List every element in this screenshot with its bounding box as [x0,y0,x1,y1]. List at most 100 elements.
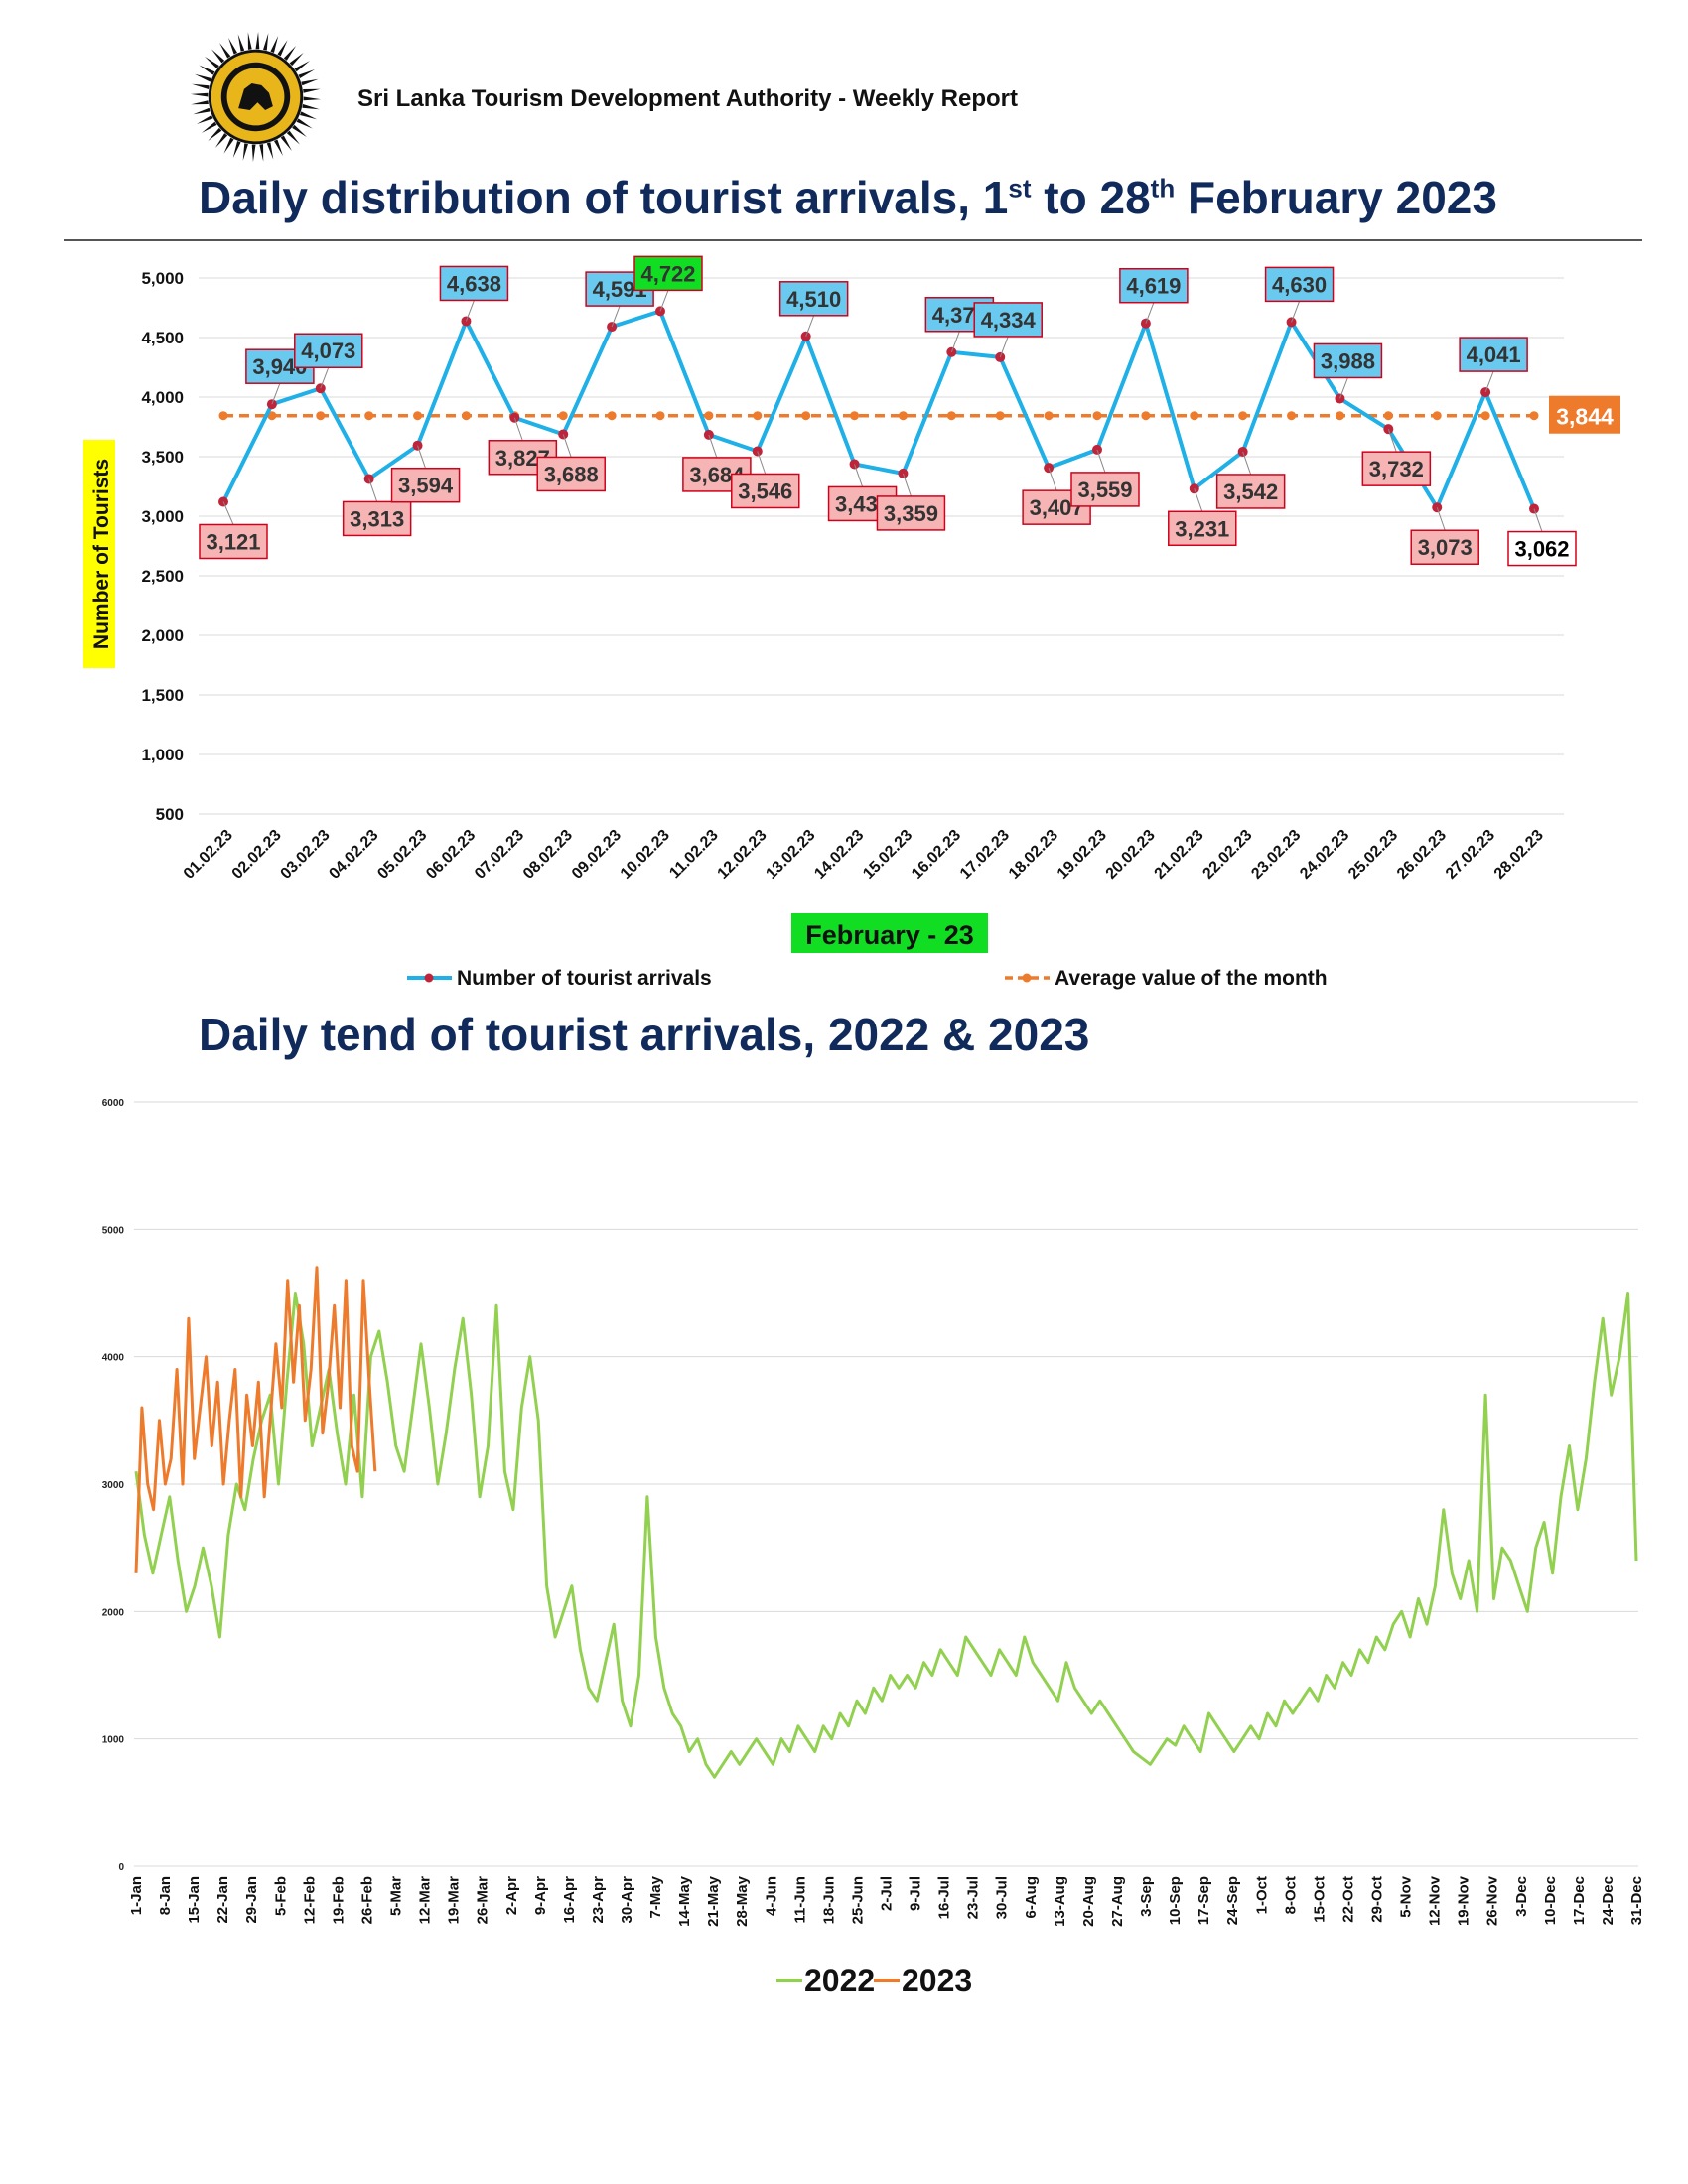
x-tick-label: 20-Aug [1080,1876,1097,1927]
x-tick-label: 10-Sep [1167,1876,1184,1925]
svg-text:4,073: 4,073 [301,339,355,363]
x-tick-label: 10.02.23 [618,827,673,883]
y-tick-label: 5,000 [141,269,184,288]
svg-text:4,334: 4,334 [981,308,1037,333]
data-label: 3,121 [199,501,268,560]
x-tick-label: 15.02.23 [860,827,915,883]
svg-text:4,630: 4,630 [1272,272,1327,297]
x-tick-label: 28.02.23 [1491,827,1547,883]
x-tick-label: 23.02.23 [1248,827,1304,883]
x-tick-label: 21.02.23 [1152,827,1207,883]
average-marker [267,411,277,421]
x-tick-label: 08.02.23 [520,827,576,883]
svg-text:3,359: 3,359 [884,501,938,526]
average-value-label: 3,844 [1549,395,1620,434]
average-marker [364,411,374,421]
chart1-legend: Number of tourist arrivals Average value … [407,967,1328,990]
x-tick-label: 26-Feb [358,1876,375,1924]
svg-text:3,594: 3,594 [398,474,454,498]
arrival-point [703,429,714,440]
average-marker [898,411,908,421]
y-tick-label: 2000 [102,1607,125,1618]
x-tick-label: 12-Nov [1427,1875,1444,1926]
arrival-point [898,468,909,478]
y-tick-label: 4,500 [141,329,184,347]
x-tick-label: 18-Jun [820,1876,837,1924]
x-tick-label: 22-Oct [1339,1876,1356,1923]
x-tick-label: 18.02.23 [1006,827,1061,883]
arrival-point [607,322,618,333]
average-marker [1287,411,1297,421]
x-tick-label: 25-Jun [849,1876,866,1924]
svg-text:3,073: 3,073 [1418,535,1473,560]
data-label: 4,630 [1264,266,1335,323]
arrival-point [1480,387,1491,398]
y-tick-label: 2,000 [141,626,184,645]
data-label: 4,041 [1459,337,1528,393]
svg-text:3,062: 3,062 [1514,537,1569,562]
x-tick-label: 05.02.23 [374,827,430,883]
data-label: 3,542 [1215,451,1286,509]
svg-text:2022: 2022 [804,1963,875,1998]
average-marker [461,411,471,421]
x-tick-label: 07.02.23 [472,827,527,883]
x-tick-label: 5-Feb [272,1876,289,1916]
average-marker [1383,411,1393,421]
data-label: 4,722 [633,255,703,312]
data-label: 3,313 [342,478,412,537]
x-tick-label: 29-Jan [243,1876,260,1924]
average-marker [1190,411,1199,421]
svg-text:2023: 2023 [902,1963,972,1998]
legend-item-arrivals: Number of tourist arrivals [407,967,712,990]
average-marker [801,411,811,421]
average-marker [1238,411,1248,421]
data-label: 3,688 [536,434,606,492]
data-label: 3,732 [1361,428,1432,486]
x-tick-label: 26-Nov [1484,1875,1501,1926]
x-tick-label: 5-Mar [388,1876,405,1916]
x-tick-label: 26.02.23 [1394,827,1450,883]
legend-item-2023: 2023 [874,1963,972,1998]
x-tick-label: 24.02.23 [1297,827,1352,883]
x-tick-label: 17-Dec [1571,1876,1588,1925]
y-tick-label: 1,000 [141,746,184,764]
x-tick-label: 22.02.23 [1199,827,1255,883]
x-tick-label: 26-Mar [475,1876,492,1925]
data-label: 4,334 [973,302,1043,358]
y-tick-label: 6000 [102,1098,125,1109]
x-tick-label: 9-Jul [908,1876,924,1911]
x-tick-label: 19-Nov [1456,1875,1473,1926]
data-label: 4,638 [439,265,509,322]
svg-text:4,722: 4,722 [640,261,695,286]
average-marker [753,411,763,421]
legend-item-average: Average value of the month [1005,967,1328,990]
x-tick-label: 16-Apr [561,1876,578,1924]
x-tick-label: 27-Aug [1109,1876,1126,1927]
x-tick-label: 23-Jul [965,1876,982,1919]
average-marker [558,411,568,421]
svg-text:3,559: 3,559 [1077,478,1132,502]
data-label: 4,510 [778,281,849,337]
series-line-2022 [134,1292,1638,1779]
x-tick-label: 8-Oct [1282,1876,1299,1914]
x-tick-label: 5-Nov [1398,1875,1415,1917]
y-tick-label: 4000 [102,1353,125,1364]
chart1-title: Daily distribution of tourist arrivals, … [199,172,1497,223]
data-label: 4,619 [1119,267,1189,324]
x-tick-label: 22-Jan [214,1876,231,1924]
x-tick-label: 14.02.23 [811,827,867,883]
x-tick-label: 06.02.23 [423,827,479,883]
average-marker [850,411,860,421]
average-marker [704,411,714,421]
average-marker [1335,411,1344,421]
x-tick-label: 2-Apr [503,1876,520,1915]
y-tick-label: 3000 [102,1480,125,1491]
average-marker [218,411,228,421]
series-line-2023 [134,1266,377,1573]
data-label: 4,073 [294,333,363,389]
chart2-legend: 2022 2023 [776,1963,972,1998]
x-tick-label: 12-Feb [301,1876,318,1924]
x-tick-label: 31-Dec [1628,1876,1645,1925]
x-tick-label: 09.02.23 [569,827,625,883]
average-marker [946,411,956,421]
